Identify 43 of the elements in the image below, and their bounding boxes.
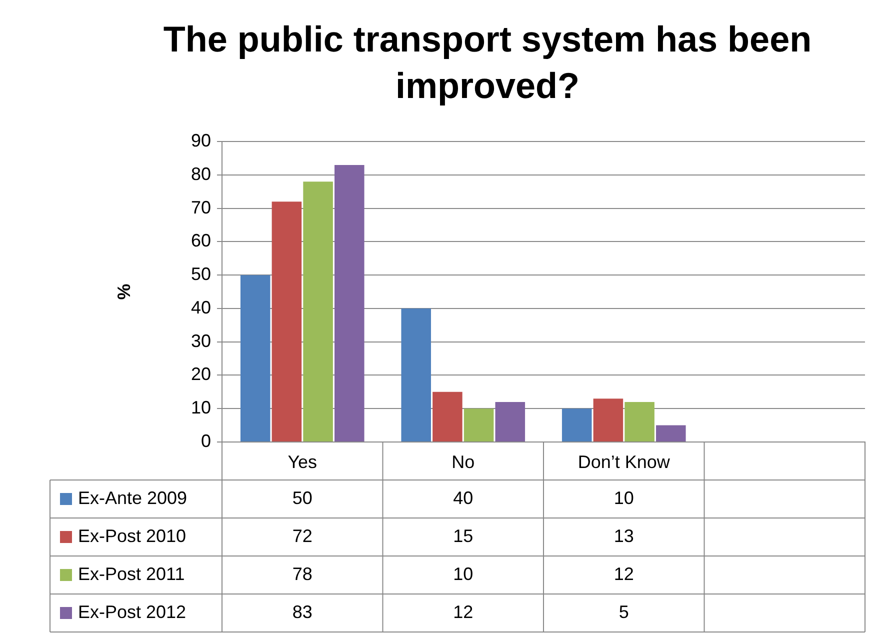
bar	[432, 392, 462, 442]
legend-label: Ex-Post 2010	[78, 526, 186, 546]
legend-label: Ex-Post 2011	[78, 564, 185, 584]
bar	[401, 308, 431, 442]
bar	[303, 182, 333, 442]
chart-title: The public transport system has been improved?	[163, 18, 812, 106]
y-tick-label: 80	[190, 164, 211, 184]
legend-label: Ex-Ante 2009	[78, 488, 188, 508]
x-tick-label: No	[452, 452, 475, 472]
data-label: 40	[453, 488, 474, 508]
y-tick-label: 50	[190, 264, 211, 284]
data-label: 72	[292, 526, 312, 546]
y-axis-title: %	[114, 284, 134, 300]
y-tick-label: 70	[190, 197, 211, 218]
x-tick-label: Yes	[288, 452, 318, 472]
data-label: 10	[614, 488, 634, 508]
y-tick-label: 20	[190, 364, 211, 384]
bar	[656, 425, 686, 442]
bar	[562, 408, 592, 442]
data-label: 12	[453, 602, 474, 622]
data-label: 50	[292, 488, 312, 508]
y-tick-label: 30	[190, 330, 211, 351]
bar	[334, 164, 364, 442]
bar	[624, 402, 654, 442]
data-label: 13	[614, 526, 634, 546]
bar	[240, 275, 270, 442]
legend-label: Ex-Post 2012	[78, 602, 186, 622]
x-tick-label: Don’t Know	[578, 452, 671, 472]
y-tick-label: 40	[190, 297, 211, 318]
data-label: 12	[614, 564, 634, 584]
y-tick-label: 90	[190, 130, 211, 151]
data-label: 10	[453, 564, 474, 584]
data-label: 78	[292, 564, 312, 584]
data-label: 83	[292, 602, 312, 622]
y-tick-label: 10	[190, 398, 211, 418]
y-tick-label: 0	[200, 430, 211, 451]
y-tick-label: 60	[190, 230, 211, 251]
data-label: 15	[453, 526, 474, 546]
bar	[495, 402, 526, 442]
data-label: 5	[618, 602, 629, 622]
bar	[593, 398, 624, 442]
bar	[272, 202, 302, 442]
bar	[464, 408, 494, 442]
